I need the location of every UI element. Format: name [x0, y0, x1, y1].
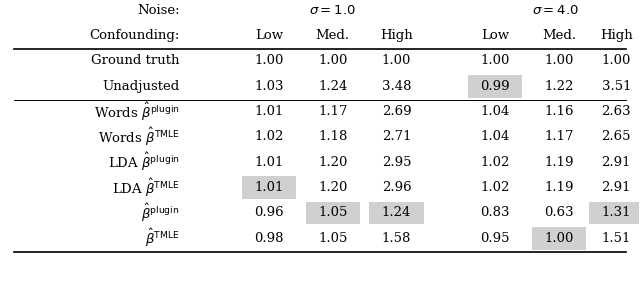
Text: 2.71: 2.71: [381, 130, 412, 143]
Text: 1.02: 1.02: [254, 130, 284, 143]
Text: 2.95: 2.95: [381, 156, 412, 169]
Text: 1.20: 1.20: [318, 181, 348, 194]
Text: $\sigma = 4.0$: $\sigma = 4.0$: [532, 3, 579, 17]
Text: 2.91: 2.91: [602, 181, 631, 194]
Text: 0.83: 0.83: [481, 206, 510, 219]
Text: 0.63: 0.63: [544, 206, 574, 219]
Text: Ground truth: Ground truth: [92, 54, 180, 67]
Text: 2.65: 2.65: [602, 130, 631, 143]
Text: 1.00: 1.00: [318, 54, 348, 67]
Text: 1.05: 1.05: [318, 232, 348, 245]
Text: High: High: [600, 29, 633, 42]
Text: 1.02: 1.02: [481, 181, 510, 194]
Text: High: High: [380, 29, 413, 42]
Text: 1.01: 1.01: [254, 105, 284, 118]
Text: 1.19: 1.19: [544, 181, 573, 194]
Text: 2.91: 2.91: [602, 156, 631, 169]
Text: $\sigma = 1.0$: $\sigma = 1.0$: [309, 3, 356, 17]
Text: 1.02: 1.02: [481, 156, 510, 169]
FancyBboxPatch shape: [589, 202, 640, 224]
Text: Unadjusted: Unadjusted: [102, 80, 180, 93]
Text: Words $\hat{\beta}^{\mathrm{TMLE}}$: Words $\hat{\beta}^{\mathrm{TMLE}}$: [98, 126, 180, 148]
Text: 1.16: 1.16: [544, 105, 573, 118]
Text: 2.96: 2.96: [381, 181, 412, 194]
Text: 1.17: 1.17: [318, 105, 348, 118]
Text: Confounding:: Confounding:: [90, 29, 180, 42]
Text: 1.58: 1.58: [382, 232, 411, 245]
Text: 1.00: 1.00: [544, 232, 573, 245]
Text: 3.51: 3.51: [602, 80, 631, 93]
Text: Words $\hat{\beta}^{\mathrm{plugin}}$: Words $\hat{\beta}^{\mathrm{plugin}}$: [94, 100, 180, 123]
FancyBboxPatch shape: [306, 202, 360, 224]
Text: 0.95: 0.95: [481, 232, 510, 245]
Text: 0.99: 0.99: [481, 80, 510, 93]
Text: 0.96: 0.96: [254, 206, 284, 219]
Text: $\hat{\beta}^{\mathrm{plugin}}$: $\hat{\beta}^{\mathrm{plugin}}$: [141, 202, 180, 224]
Text: 1.03: 1.03: [254, 80, 284, 93]
Text: 1.00: 1.00: [382, 54, 411, 67]
Text: 1.04: 1.04: [481, 130, 510, 143]
Text: 1.31: 1.31: [602, 206, 631, 219]
Text: 1.00: 1.00: [254, 54, 284, 67]
Text: Med.: Med.: [316, 29, 350, 42]
Text: 1.05: 1.05: [318, 206, 348, 219]
Text: $\hat{\beta}^{\mathrm{TMLE}}$: $\hat{\beta}^{\mathrm{TMLE}}$: [145, 227, 180, 249]
Text: 1.01: 1.01: [254, 156, 284, 169]
Text: Low: Low: [481, 29, 509, 42]
Text: 1.24: 1.24: [318, 80, 348, 93]
Text: 1.00: 1.00: [481, 54, 510, 67]
Text: 3.48: 3.48: [381, 80, 412, 93]
FancyBboxPatch shape: [369, 202, 424, 224]
Text: 1.01: 1.01: [254, 181, 284, 194]
Text: Low: Low: [255, 29, 283, 42]
FancyBboxPatch shape: [468, 75, 522, 97]
Text: 0.98: 0.98: [254, 232, 284, 245]
Text: 1.51: 1.51: [602, 232, 631, 245]
Text: Med.: Med.: [542, 29, 576, 42]
Text: 2.69: 2.69: [381, 105, 412, 118]
Text: 1.00: 1.00: [602, 54, 631, 67]
Text: Noise:: Noise:: [137, 3, 180, 17]
Text: 1.19: 1.19: [544, 156, 573, 169]
FancyBboxPatch shape: [242, 176, 296, 199]
Text: LDA $\hat{\beta}^{\mathrm{plugin}}$: LDA $\hat{\beta}^{\mathrm{plugin}}$: [108, 151, 180, 173]
Text: 1.22: 1.22: [544, 80, 573, 93]
Text: 2.63: 2.63: [602, 105, 631, 118]
Text: 1.00: 1.00: [544, 54, 573, 67]
FancyBboxPatch shape: [532, 227, 586, 250]
Text: 1.17: 1.17: [544, 130, 573, 143]
Text: LDA $\hat{\beta}^{\mathrm{TMLE}}$: LDA $\hat{\beta}^{\mathrm{TMLE}}$: [112, 177, 180, 199]
Text: 1.18: 1.18: [318, 130, 348, 143]
Text: 1.24: 1.24: [382, 206, 411, 219]
Text: 1.20: 1.20: [318, 156, 348, 169]
Text: 1.04: 1.04: [481, 105, 510, 118]
